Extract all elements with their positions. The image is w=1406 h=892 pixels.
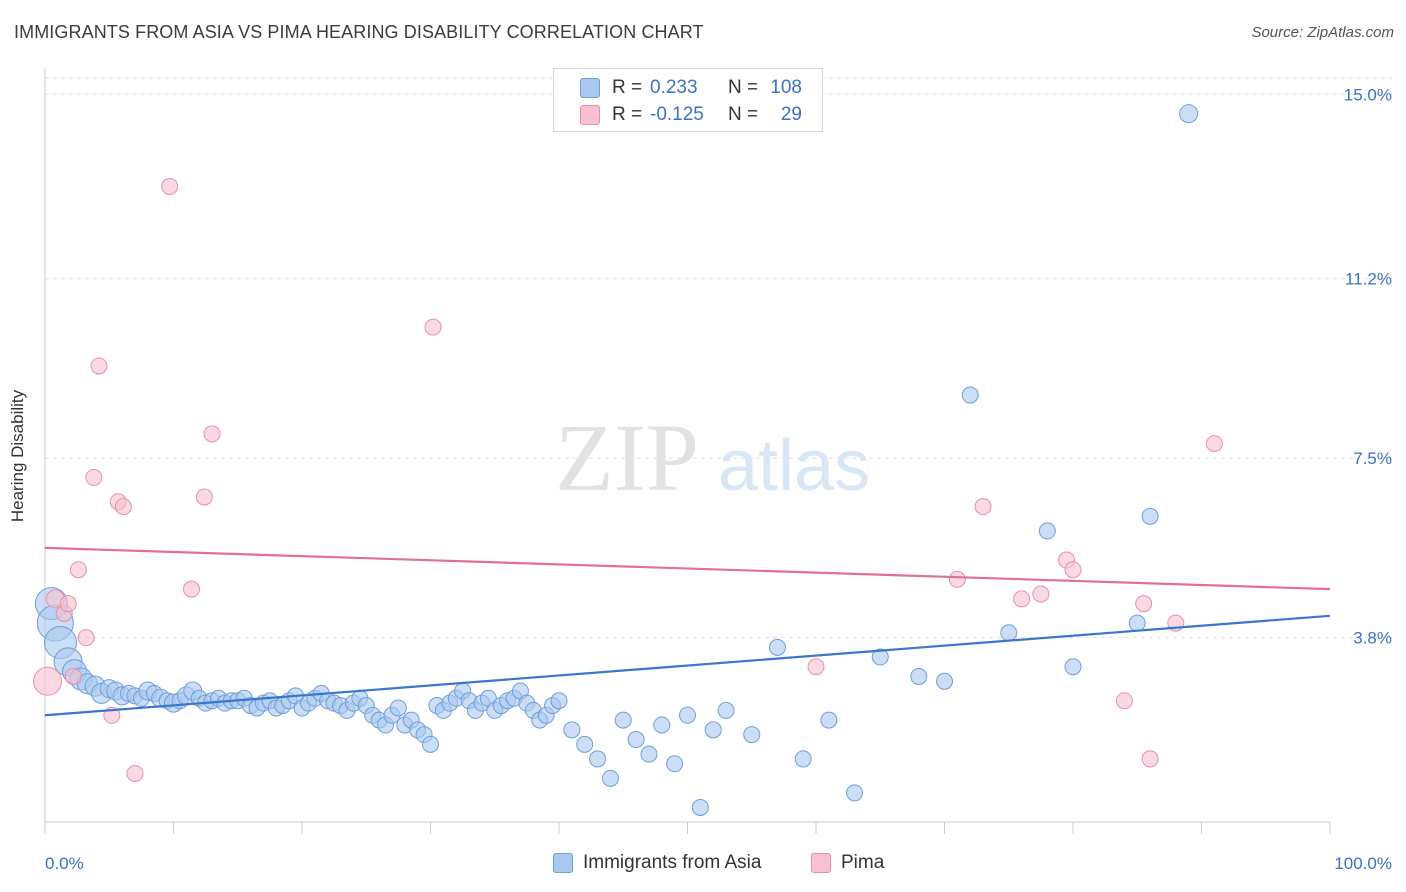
- asia-point: [589, 750, 607, 768]
- asia-point: [871, 648, 889, 666]
- pima-trend-line: [44, 546, 1331, 591]
- pima-point: [203, 425, 221, 443]
- pima-point: [114, 498, 132, 516]
- pima-point: [64, 667, 82, 685]
- legend-row-pima: R = -0.125 N = 29: [554, 102, 822, 128]
- pima-point: [77, 629, 95, 647]
- pima-point: [807, 658, 825, 676]
- asia-point: [1179, 104, 1199, 124]
- asia-point: [614, 711, 632, 729]
- asia-point: [679, 706, 696, 724]
- asia-point: [563, 721, 581, 739]
- pima-point: [424, 318, 442, 336]
- asia-point: [1064, 658, 1082, 676]
- pima-point: [1032, 585, 1050, 603]
- asia-point: [961, 386, 979, 404]
- chart-title: IMMIGRANTS FROM ASIA VS PIMA HEARING DIS…: [14, 22, 704, 42]
- pima-point: [1141, 750, 1159, 768]
- legend-r-key: R =: [612, 77, 643, 98]
- pima-point: [90, 357, 108, 375]
- legend-n-value: 108: [770, 77, 802, 98]
- series-label-asia: Immigrants from Asia: [583, 852, 762, 873]
- legend-r-key: R =: [612, 104, 643, 125]
- pima-point: [161, 177, 179, 195]
- asia-point: [1141, 507, 1159, 525]
- asia-point: [717, 701, 735, 719]
- source-label: Source: ZipAtlas.com: [1251, 24, 1394, 41]
- asia-point: [640, 745, 658, 763]
- y-tick-label: 11.2%: [1345, 270, 1392, 289]
- asia-point: [768, 638, 786, 656]
- asia-point: [910, 667, 928, 685]
- asia-point: [389, 699, 407, 717]
- watermark-zip: ZIP: [555, 404, 699, 511]
- series-label-pima: Pima: [841, 852, 885, 873]
- asia-point: [601, 769, 619, 787]
- series-swatch-pima: [811, 853, 831, 873]
- asia-point: [1000, 624, 1018, 642]
- pima-point: [1013, 590, 1031, 608]
- pima-point: [1064, 561, 1082, 579]
- legend-swatch-asia: [580, 78, 600, 98]
- asia-point: [550, 692, 568, 710]
- pima-point: [59, 595, 77, 613]
- y-tick-label: 3.8%: [1353, 629, 1392, 648]
- y-tick-label: 15.0%: [1344, 85, 1392, 104]
- asia-point: [846, 784, 864, 802]
- asia-point: [820, 711, 838, 729]
- asia-point: [936, 672, 953, 690]
- legend-r-value: 0.233: [650, 77, 698, 98]
- asia-point: [627, 731, 645, 749]
- pima-point: [948, 570, 966, 588]
- pima-point: [1135, 595, 1153, 613]
- pima-point: [1115, 692, 1133, 710]
- legend-n-value: 29: [780, 104, 802, 125]
- asia-point: [1038, 522, 1056, 540]
- legend-r-value: -0.125: [650, 104, 704, 125]
- x-tick-label: 100.0%: [1334, 854, 1392, 873]
- y-axis-label: Hearing Disability: [8, 389, 27, 523]
- pima-point: [33, 666, 63, 696]
- pima-point: [182, 580, 200, 598]
- asia-point: [704, 721, 722, 739]
- asia-point: [691, 798, 709, 816]
- asia-point: [653, 716, 671, 734]
- legend-n-key: N =: [728, 104, 759, 125]
- watermark-atlas: atlas: [718, 426, 870, 506]
- asia-trend-line: [44, 614, 1331, 717]
- asia-point: [1128, 614, 1146, 632]
- asia-point: [666, 755, 684, 773]
- y-tick-label: 7.5%: [1353, 449, 1392, 468]
- watermark: ZIP atlas: [555, 404, 870, 511]
- pima-point: [69, 561, 87, 579]
- legend-swatch-pima: [580, 105, 600, 125]
- trend-lines: [44, 546, 1331, 717]
- x-tick-label: 0.0%: [45, 854, 84, 873]
- axes: [44, 68, 1331, 834]
- series-swatch-asia: [553, 853, 573, 873]
- legend-row-asia: R = 0.233 N = 108: [554, 75, 822, 101]
- asia-point: [422, 735, 439, 753]
- pima-point: [126, 764, 144, 782]
- pima-point: [195, 488, 213, 506]
- stats-legend: R = 0.233 N = 108 R = -0.125 N = 29: [553, 68, 823, 132]
- asia-point: [794, 750, 812, 768]
- asia-point: [576, 735, 594, 753]
- pima-point: [974, 498, 992, 516]
- tick-labels: 3.8% 7.5% 11.2% 15.0% 0.0% 100.0%: [45, 85, 1392, 873]
- legend-n-key: N =: [728, 77, 759, 98]
- pima-point: [1205, 435, 1223, 453]
- pima-point: [85, 469, 103, 487]
- asia-point: [743, 726, 761, 744]
